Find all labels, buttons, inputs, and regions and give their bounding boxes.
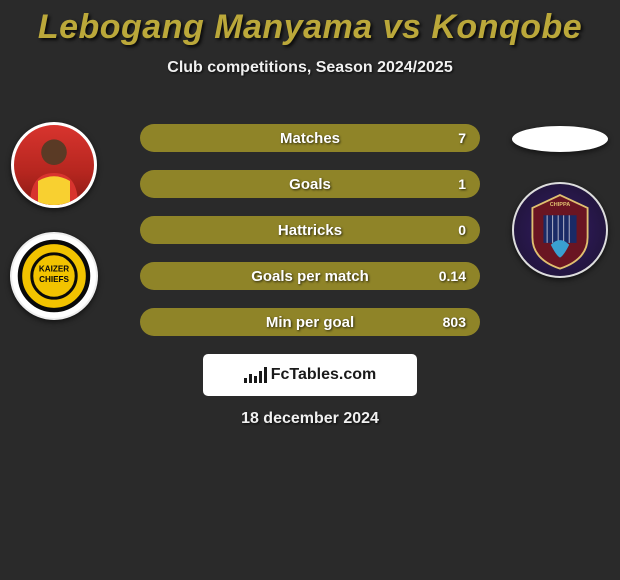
person-icon xyxy=(14,122,94,208)
club-badge-icon: KAIZER CHIEFS xyxy=(17,239,91,313)
stat-label: Min per goal xyxy=(266,314,354,331)
stat-label: Matches xyxy=(280,130,340,147)
bar-chart-icon xyxy=(244,367,267,383)
subtitle: Club competitions, Season 2024/2025 xyxy=(0,59,620,77)
date-label: 18 december 2024 xyxy=(241,410,379,428)
club2-badge: CHIPPA xyxy=(512,182,608,278)
brand-badge[interactable]: FcTables.com xyxy=(203,354,417,396)
club2-badge-icon: CHIPPA xyxy=(514,182,606,278)
stat-label: Goals per match xyxy=(251,268,369,285)
stat-right-value: 0 xyxy=(458,222,466,238)
stat-row-goals: Goals 1 xyxy=(140,170,480,198)
stat-row-hattricks: Hattricks 0 xyxy=(140,216,480,244)
title-player2: Konqobe xyxy=(431,8,582,46)
svg-text:CHIEFS: CHIEFS xyxy=(39,275,69,284)
club1-badge: KAIZER CHIEFS xyxy=(10,232,98,320)
svg-text:KAIZER: KAIZER xyxy=(39,265,69,274)
stat-row-matches: Matches 7 xyxy=(140,124,480,152)
stat-row-mpg: Min per goal 803 xyxy=(140,308,480,336)
stat-label: Hattricks xyxy=(278,222,342,239)
stat-right-value: 0.14 xyxy=(439,268,466,284)
title-vs: vs xyxy=(373,8,432,46)
page-title: Lebogang Manyama vs Konqobe xyxy=(0,0,620,47)
avatars-left: KAIZER CHIEFS xyxy=(10,122,98,320)
avatars-right: CHIPPA xyxy=(512,126,608,278)
player2-avatar xyxy=(512,126,608,152)
player1-avatar xyxy=(11,122,97,208)
stats-list: Matches 7 Goals 1 Hattricks 0 Goals per … xyxy=(140,124,480,336)
stat-label: Goals xyxy=(289,176,331,193)
svg-text:CHIPPA: CHIPPA xyxy=(550,202,570,208)
stat-row-gpm: Goals per match 0.14 xyxy=(140,262,480,290)
stat-right-value: 7 xyxy=(458,130,466,146)
stat-right-value: 1 xyxy=(458,176,466,192)
title-player1: Lebogang Manyama xyxy=(38,8,373,46)
stat-right-value: 803 xyxy=(443,314,466,330)
brand-text: FcTables.com xyxy=(271,366,377,384)
